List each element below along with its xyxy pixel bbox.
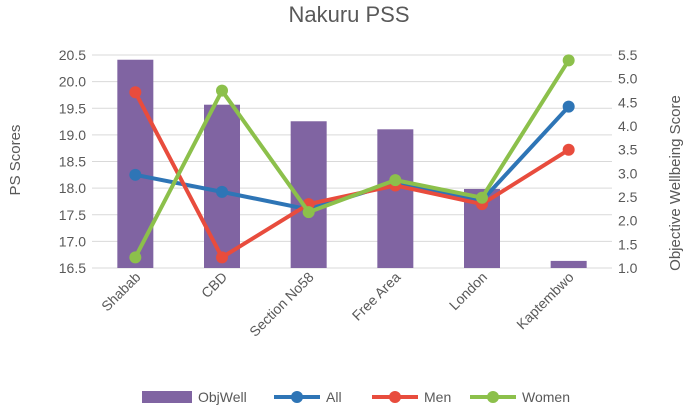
x-tick-label: Kaptembwo [513,269,577,333]
y-tick-label: 18.5 [59,154,86,170]
y2-tick-label: 5.0 [618,71,638,87]
y-tick-label: 19.0 [59,127,86,143]
legend-label: Women [522,389,570,405]
y2-tick-label: 1.5 [618,236,638,252]
y-tick-label: 19.5 [59,100,86,116]
legend-label: ObjWell [198,389,247,405]
category-axis-ticks: Shabab CBD Section No58 Free Area London Kapt… [98,269,577,340]
legend: ObjWell All Men Women [142,389,570,405]
legend-label: All [326,389,342,405]
series-point [389,174,402,187]
x-tick-label: CBD [198,269,230,301]
legend-marker [291,391,303,403]
left-axis-ticks: 20.5 20.0 19.5 19.0 18.5 18.0 17.5 17.0 16.5 [59,47,86,276]
bar [377,129,414,268]
legend-marker [389,391,401,403]
bar [550,260,587,268]
y-tick-label: 17.0 [59,233,86,249]
gridlines [92,54,612,269]
y2-tick-label: 1.0 [618,260,638,276]
series-point [216,251,228,264]
series-point [129,251,142,264]
legend-label: Men [424,389,451,405]
line-series [129,54,575,264]
x-tick-label: London [446,269,490,313]
y2-tick-label: 3.5 [618,142,638,158]
y-tick-label: 16.5 [59,260,86,276]
series-point [216,185,228,198]
x-tick-label: Free Area [349,269,404,324]
left-axis-title: PS Scores [7,125,24,196]
y2-tick-label: 4.5 [618,94,638,110]
series-line [133,59,571,259]
y2-tick-label: 4.0 [618,118,638,134]
series-point [476,191,488,204]
right-axis-ticks: 5.5 5.0 4.5 4.0 3.5 3.0 2.5 2.0 1.5 1.0 [618,47,638,276]
y2-tick-label: 3.0 [618,165,638,181]
series-point [129,168,142,181]
y2-tick-label: 5.5 [618,47,638,63]
series-point [562,143,575,156]
y-tick-label: 17.5 [59,207,86,223]
series-point [302,206,315,219]
y-tick-label: 20.0 [59,74,86,90]
y2-tick-label: 2.0 [618,213,638,229]
right-axis-title: Objective Wellbeing Score [667,95,684,271]
series-point [216,84,228,97]
series-point [562,100,575,113]
y-tick-label: 20.5 [59,47,86,63]
series-point [129,86,142,99]
legend-swatch [142,391,192,403]
legend-marker [487,391,499,403]
x-tick-label: Section No58 [246,269,317,340]
y-tick-label: 18.0 [59,180,86,196]
x-tick-label: Shabab [98,269,144,315]
y2-tick-label: 2.5 [618,189,638,205]
series-point [562,54,575,67]
chart-title: Nakuru PSS [288,2,409,27]
